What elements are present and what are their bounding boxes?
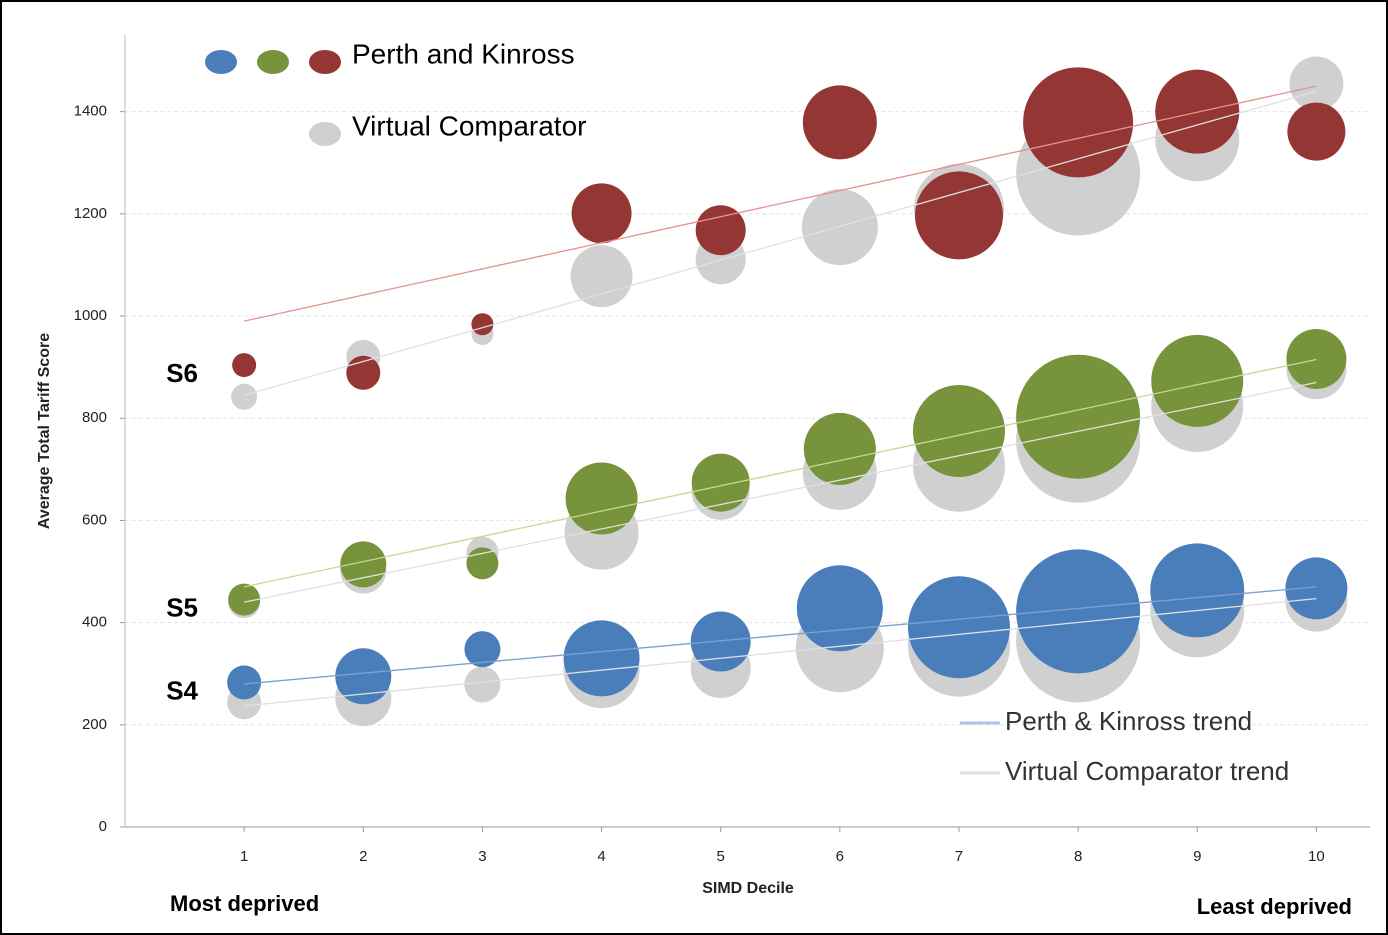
bubble [466,547,499,580]
legend-label: Perth and Kinross [352,38,575,69]
y-tick-label: 200 [82,716,107,733]
y-tick-label: 1200 [74,205,107,222]
bubble [801,189,878,266]
bubble [231,383,258,410]
x-tick-label: 9 [1193,848,1201,865]
bubble [227,665,262,700]
x-axis-title: SIMD Decile [702,880,794,897]
y-tick-label: 600 [82,511,107,528]
trend-line [244,586,1317,685]
y-tick-label: 0 [99,818,107,835]
x-tick-label: 6 [836,848,844,865]
bubble [570,245,633,308]
bubble [802,85,877,160]
bubble [1016,549,1141,674]
trend-line [243,85,1317,322]
bubble [912,385,1005,477]
bubble [1016,354,1141,479]
trend-line [244,358,1317,588]
trend-line [244,597,1317,707]
bubble [464,631,501,668]
y-tick-label: 1400 [74,103,107,120]
bubble [1151,334,1244,427]
bubble [571,183,632,244]
bubble [695,205,746,256]
bubble [464,666,501,703]
x-tick-label: 8 [1074,848,1082,865]
x-tick-label: 3 [478,848,486,865]
group-label: S4 [166,675,198,705]
bubble [565,462,638,535]
left-note: Most deprived [170,891,319,916]
legend-swatch [309,122,341,146]
x-tick-label: 10 [1308,848,1325,865]
bubble [471,313,494,336]
x-tick-label: 4 [597,848,605,865]
group-label: S5 [166,592,198,622]
bubble [691,453,750,512]
bubble [1287,102,1346,161]
bubble [335,648,392,705]
legend-swatch [257,50,289,74]
trend-line [243,90,1317,396]
trend-legend-label: Virtual Comparator trend [1005,756,1289,786]
legend-swatch [205,50,237,74]
trend-legend-label: Perth & Kinross trend [1005,706,1252,736]
bubble [563,620,640,697]
bubble [1286,328,1347,389]
y-tick-label: 800 [82,409,107,426]
right-note: Least deprived [1197,894,1352,919]
bubble [803,412,876,485]
bubble [1289,56,1344,111]
x-tick-label: 1 [240,848,248,865]
bubble [1285,557,1348,620]
legend-label: Virtual Comparator [352,110,586,141]
legend-swatch [309,50,341,74]
y-tick-label: 400 [82,614,107,631]
x-tick-label: 7 [955,848,963,865]
x-tick-label: 5 [717,848,725,865]
y-tick-label: 1000 [74,307,107,324]
bubble [796,565,883,652]
bubble [1023,67,1134,178]
bubble [907,576,1010,679]
bubble [228,583,261,616]
trend-line [244,381,1317,603]
bubble [690,611,751,672]
bubble [232,353,257,378]
y-axis-title: Average Total Tariff Score [36,333,53,529]
group-label: S6 [166,358,198,388]
bubble [1150,543,1245,638]
x-tick-label: 2 [359,848,367,865]
bubble [914,171,1003,260]
